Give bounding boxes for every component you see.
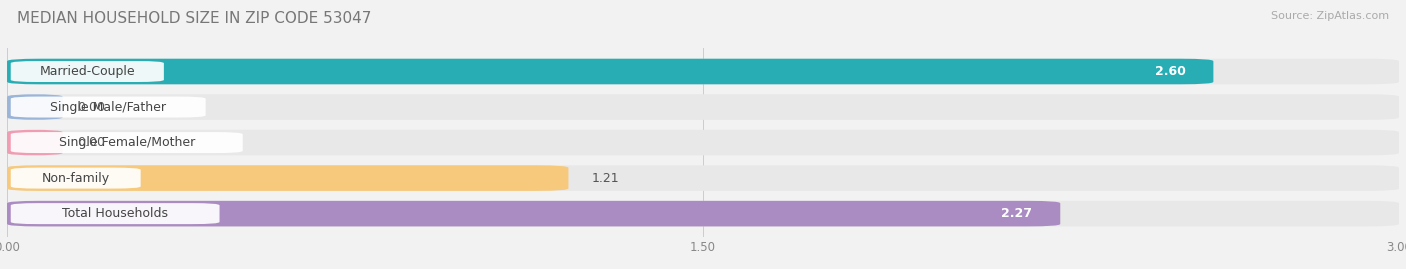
Text: Single Male/Father: Single Male/Father [51, 101, 166, 114]
Text: Source: ZipAtlas.com: Source: ZipAtlas.com [1271, 11, 1389, 21]
Text: 2.27: 2.27 [1001, 207, 1032, 220]
FancyBboxPatch shape [7, 201, 1399, 226]
FancyBboxPatch shape [7, 130, 1399, 155]
FancyBboxPatch shape [7, 130, 63, 155]
FancyBboxPatch shape [7, 94, 1399, 120]
Text: 2.60: 2.60 [1154, 65, 1185, 78]
FancyBboxPatch shape [11, 203, 219, 224]
Text: 0.00: 0.00 [76, 101, 104, 114]
Text: Non-family: Non-family [42, 172, 110, 185]
Text: MEDIAN HOUSEHOLD SIZE IN ZIP CODE 53047: MEDIAN HOUSEHOLD SIZE IN ZIP CODE 53047 [17, 11, 371, 26]
FancyBboxPatch shape [11, 61, 165, 82]
FancyBboxPatch shape [7, 59, 1399, 84]
FancyBboxPatch shape [7, 165, 568, 191]
FancyBboxPatch shape [11, 132, 243, 153]
Text: Single Female/Mother: Single Female/Mother [59, 136, 195, 149]
Text: 1.21: 1.21 [592, 172, 619, 185]
FancyBboxPatch shape [7, 59, 1213, 84]
Text: 0.00: 0.00 [76, 136, 104, 149]
FancyBboxPatch shape [11, 168, 141, 189]
FancyBboxPatch shape [11, 97, 205, 118]
Text: Total Households: Total Households [62, 207, 169, 220]
FancyBboxPatch shape [7, 201, 1060, 226]
Text: Married-Couple: Married-Couple [39, 65, 135, 78]
FancyBboxPatch shape [7, 94, 63, 120]
FancyBboxPatch shape [7, 165, 1399, 191]
